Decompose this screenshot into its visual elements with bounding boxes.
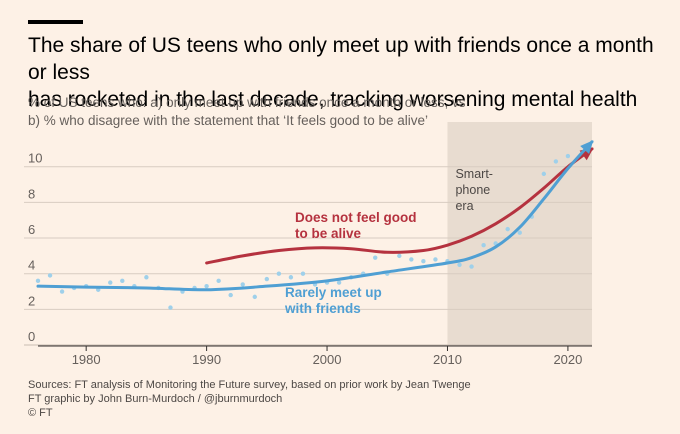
scatter-point [108,280,113,285]
chart-title: The share of US teens who only meet up w… [28,32,668,113]
y-tick-label: 8 [28,186,35,201]
red-series-label: to be alive [295,226,362,241]
title-line-2: has rocketed in the last decade, trackin… [28,88,638,111]
subtitle-line-1: % of US teens who: a) only meet up with … [28,95,466,110]
scatter-point [553,159,559,164]
scatter-point [276,271,282,276]
red-series-line [205,147,594,265]
scatter-point [120,278,125,284]
red-series-label: Does not feel good [295,210,417,225]
copyright-note: © FT [28,407,53,419]
shade-label-line: Smart- [455,167,493,181]
scatter-point [565,153,571,159]
x-tick-label: 1980 [72,352,101,367]
scatter-point [336,280,342,285]
scatter-point [397,253,402,259]
scatter-point [469,264,474,269]
shade-label-line: era [455,199,473,213]
blue-series-label: with friends [284,301,361,316]
x-tick-label: 1990 [192,352,221,367]
x-tick-label: 2000 [313,352,342,367]
scatter-point [421,259,426,264]
scatter-point [541,171,547,177]
subtitle-line-2: b) % who disagree with the statement tha… [28,113,428,128]
scatter-point [288,275,294,280]
blue-series-arrowhead [580,140,594,154]
y-tick-label: 10 [28,151,42,166]
y-tick-label: 2 [28,293,35,308]
chart-footer: Sources: FT analysis of Monitoring the F… [28,378,668,420]
scatter-point [300,271,306,276]
scatter-point [144,275,149,280]
x-tick-label: 2020 [553,352,582,367]
brand-bar [28,20,83,24]
y-tick-label: 4 [28,258,35,273]
scatter-point [409,257,414,262]
x-tick-label: 2010 [433,352,462,367]
scatter-point [433,257,438,262]
scatter-point [35,278,41,284]
scatter-point [240,282,245,287]
scatter-point [517,230,522,235]
scatter-point [47,273,53,278]
scatter-point [481,242,486,248]
credit-note: FT graphic by John Burn-Murdoch / @jburn… [28,393,283,405]
blue-series-line [36,140,594,292]
shade-label-line: phone [455,183,490,197]
scatter-point [264,276,270,282]
scatter-point [59,289,65,294]
chart-subtitle: % of US teens who: a) only meet up with … [28,94,668,130]
scatter-point [252,294,257,300]
scatter-point [168,305,173,310]
title-line-1: The share of US teens who only meet up w… [28,34,654,84]
y-tick-label: 6 [28,222,35,237]
source-note: Sources: FT analysis of Monitoring the F… [28,379,471,391]
y-tick-label: 0 [28,329,35,344]
blue-series-label: Rarely meet up [285,285,382,300]
scatter-point [216,278,221,284]
scatter-point [505,226,510,232]
scatter-point [204,283,209,289]
scatter-point [228,292,233,298]
scatter-point [373,255,378,260]
scatter-point [457,262,462,267]
